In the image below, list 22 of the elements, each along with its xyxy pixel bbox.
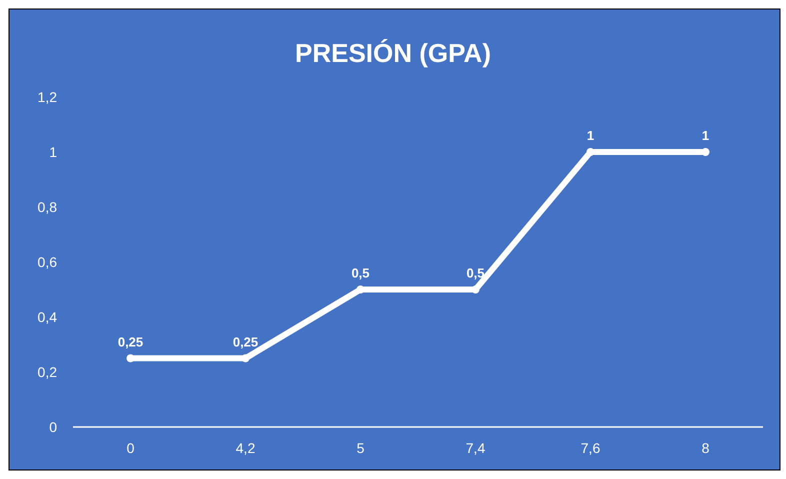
y-tick-label: 1,2 [38,88,58,105]
data-label: 0,25 [118,334,144,350]
y-tick-label: 0 [49,418,58,435]
data-label: 0,5 [466,266,485,280]
y-tick-label: 0,4 [38,308,58,325]
x-tick-label: 8 [702,440,710,456]
data-label: 0,25 [232,334,258,350]
x-tick-label: 5 [356,440,365,456]
chart-title: PRESIÓN (GPA) [295,38,491,68]
point [126,354,134,362]
data-label: 1 [702,128,710,143]
y-tick-label: 0,6 [38,254,58,270]
point [242,354,250,362]
x-tick-label: 7,4 [466,440,486,456]
y-tick-label: 0,8 [38,198,58,215]
data-label: 1 [586,128,594,143]
x-tick-label: 7,6 [580,440,600,456]
y-tick-label: 1 [49,144,58,160]
y-tick-label: 0,2 [38,364,58,380]
data-label: 0,5 [351,266,370,280]
x-tick-label: 0 [126,440,135,456]
x-tick-label: 4,2 [236,440,256,456]
